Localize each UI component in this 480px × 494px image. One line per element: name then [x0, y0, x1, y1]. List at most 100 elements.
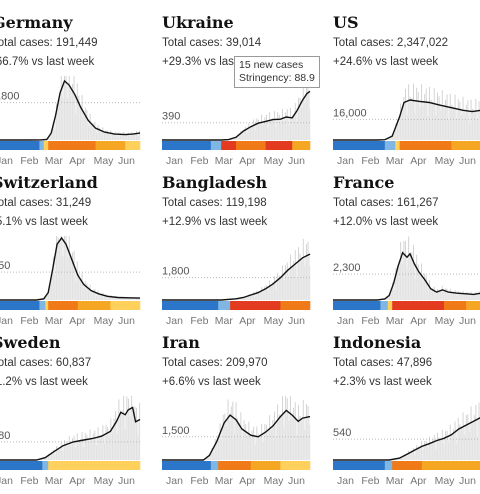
month-label: Jan	[337, 315, 354, 327]
month-label: Feb	[190, 155, 208, 167]
stringency-segment	[422, 461, 480, 470]
stringency-segment	[333, 461, 385, 470]
month-label: Jan	[337, 475, 354, 487]
month-label: Mar	[386, 315, 405, 327]
total-cases: Total cases: 2,347,022	[333, 37, 448, 50]
stringency-segment	[39, 301, 45, 310]
stringency-strip	[333, 301, 480, 310]
month-label: Feb	[361, 315, 379, 327]
stringency-segment	[266, 141, 293, 150]
stringency-segment	[451, 141, 480, 150]
total-cases: Total cases: 119,198	[162, 197, 267, 210]
stringency-segment	[45, 301, 48, 310]
stringency-segment	[392, 301, 444, 310]
total-cases: Total cases: 31,249	[0, 197, 91, 210]
month-label: Feb	[190, 475, 208, 487]
stringency-segment	[380, 301, 388, 310]
stringency-segment	[0, 301, 40, 310]
reference-label: 1,500	[162, 425, 190, 437]
stringency-segment	[96, 141, 126, 150]
month-label: May	[94, 155, 115, 167]
month-label: Jun	[288, 475, 305, 487]
stringency-segment	[42, 461, 48, 470]
stringency-segment	[48, 301, 78, 310]
stringency-segment	[211, 461, 219, 470]
month-label: Feb	[190, 315, 208, 327]
reference-label: 450	[0, 260, 10, 272]
month-label: Mar	[386, 475, 405, 487]
total-cases: Total cases: 60,837	[0, 357, 91, 370]
cases-chart: 450JanFebMarAprMayJun	[0, 234, 140, 334]
month-label: Mar	[386, 155, 405, 167]
stringency-segment	[211, 141, 222, 150]
stringency-segment	[385, 141, 396, 150]
stringency-segment	[59, 461, 141, 470]
month-label: Apr	[239, 475, 256, 487]
month-label: Apr	[69, 315, 86, 327]
stringency-segment	[162, 301, 219, 310]
country-title: Germany	[0, 14, 73, 32]
weekly-change: +24.6% vs last week	[333, 56, 438, 69]
month-label: Apr	[410, 155, 427, 167]
month-label: Apr	[239, 155, 256, 167]
month-label: Jun	[459, 315, 476, 327]
month-label: Feb	[20, 475, 38, 487]
reference-label: 540	[333, 427, 351, 439]
reference-label: 16,000	[333, 107, 367, 119]
country-title: Ukraine	[162, 14, 234, 32]
stringency-segment	[392, 461, 422, 470]
month-label: Jan	[337, 155, 354, 167]
month-label: Jan	[0, 475, 13, 487]
month-label: Mar	[215, 475, 234, 487]
stringency-segment	[44, 141, 49, 150]
stringency-segment	[78, 301, 111, 310]
month-label: Jun	[459, 155, 476, 167]
month-label: Jan	[166, 315, 183, 327]
month-label: Feb	[361, 155, 379, 167]
total-cases: Total cases: 191,449	[0, 37, 98, 50]
stringency-segment	[395, 141, 400, 150]
month-label: Jan	[166, 155, 183, 167]
stringency-segment	[39, 141, 44, 150]
month-label: Apr	[69, 475, 86, 487]
month-label: Mar	[215, 315, 234, 327]
weekly-change: -5.1% vs last week	[0, 216, 88, 229]
month-label: Jun	[288, 155, 305, 167]
reference-label: 3,800	[0, 91, 20, 103]
stringency-segment	[333, 141, 385, 150]
weekly-change: +12.0% vs last week	[333, 216, 438, 229]
month-label: May	[264, 155, 285, 167]
month-label: May	[264, 315, 285, 327]
month-label: Jun	[459, 475, 476, 487]
country-title: US	[333, 14, 359, 32]
stringency-strip	[0, 141, 140, 150]
country-title: France	[333, 174, 394, 192]
reference-label: 2,300	[333, 262, 361, 274]
month-label: Apr	[239, 315, 256, 327]
stringency-segment	[230, 301, 281, 310]
stringency-segment	[400, 141, 452, 150]
weekly-change: +6.6% vs last week	[162, 376, 261, 389]
month-label: Jan	[0, 315, 13, 327]
month-label: Mar	[45, 475, 64, 487]
total-cases: Total cases: 47,896	[333, 357, 432, 370]
hover-tooltip: 15 new cases Stringency: 88.9	[234, 56, 320, 88]
reference-label: 390	[162, 111, 180, 123]
country-title: Iran	[162, 334, 200, 352]
stringency-strip	[0, 301, 140, 310]
stringency-segment	[236, 141, 266, 150]
month-label: Apr	[410, 315, 427, 327]
month-label: Jun	[118, 315, 135, 327]
reference-label: 1,800	[162, 266, 190, 278]
month-label: Jun	[288, 315, 305, 327]
stringency-segment	[162, 461, 211, 470]
stringency-segment	[110, 301, 140, 310]
